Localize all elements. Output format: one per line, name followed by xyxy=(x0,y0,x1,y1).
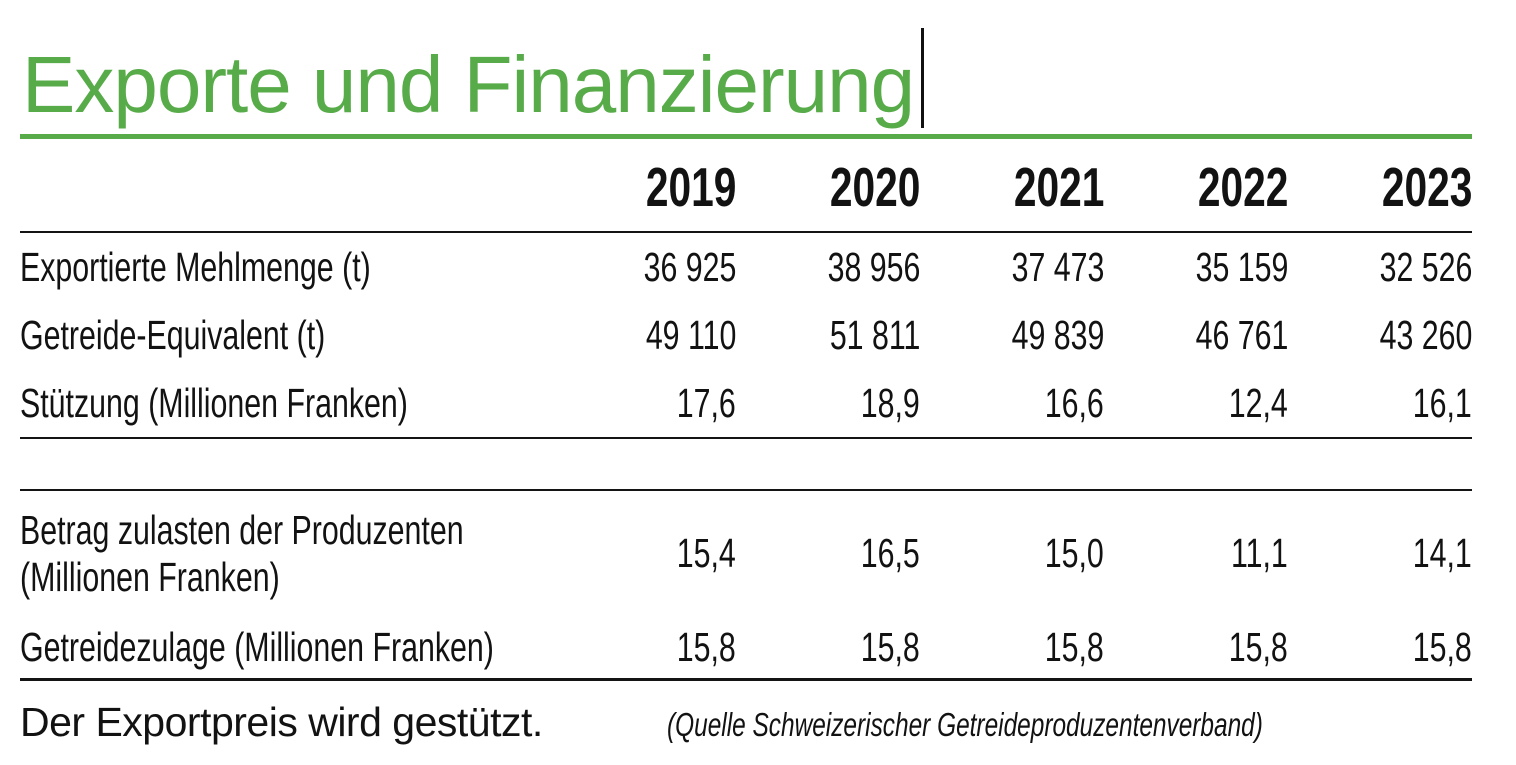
text-cursor xyxy=(921,28,925,128)
table-header-row: 2019 2020 2021 2022 2023 xyxy=(20,139,1472,233)
value-cell: 32 526 xyxy=(1379,243,1472,290)
row-label: Getreidezulage (Millionen Franken) xyxy=(20,623,494,670)
value-cell: 38 956 xyxy=(827,243,920,290)
value-cell: 16,6 xyxy=(1044,379,1104,426)
table-section-1: Exportierte Mehlmenge (t) 36 925 38 956 … xyxy=(20,233,1472,439)
value-cell: 15,0 xyxy=(1044,530,1104,576)
header-year-2021: 2021 xyxy=(1013,156,1104,218)
value-cell: 14,1 xyxy=(1412,530,1472,576)
value-cell: 46 761 xyxy=(1195,311,1288,358)
value-cell: 49 839 xyxy=(1011,311,1104,358)
value-cell: 36 925 xyxy=(643,243,736,290)
footer-source: (Quelle Schweizerischer Getreideproduzen… xyxy=(666,706,1263,743)
value-cell: 15,8 xyxy=(1228,623,1288,670)
value-cell: 51 811 xyxy=(829,311,920,358)
footer-caption: Der Exportpreis wird gestützt. xyxy=(20,699,543,745)
table-row-betrag-produzenten: Betrag zulasten der Produzenten (Million… xyxy=(20,491,1472,616)
value-cell: 15,8 xyxy=(1044,623,1104,670)
table-row-stuetzung: Stützung (Millionen Franken) 17,6 18,9 1… xyxy=(20,369,1472,437)
section-divider-gap xyxy=(20,439,1472,491)
table-row-getreidezulage: Getreidezulage (Millionen Franken) 15,8 … xyxy=(20,616,1472,678)
value-cell: 15,4 xyxy=(676,530,736,576)
value-cell: 43 260 xyxy=(1379,311,1472,358)
value-cell: 15,8 xyxy=(860,623,920,670)
row-label: Betrag zulasten der Produzenten (Million… xyxy=(20,506,464,600)
title-underline-rule xyxy=(20,134,1472,139)
row-label: Getreide-Equivalent (t) xyxy=(20,311,326,358)
table-row-getreide-equivalent: Getreide-Equivalent (t) 49 110 51 811 49… xyxy=(20,301,1472,369)
header-year-2020: 2020 xyxy=(829,156,920,218)
header-year-2023: 2023 xyxy=(1381,156,1472,218)
value-cell: 35 159 xyxy=(1195,243,1288,290)
value-cell: 15,8 xyxy=(1412,623,1472,670)
header-year-2019: 2019 xyxy=(645,156,736,218)
value-cell: 37 473 xyxy=(1011,243,1104,290)
footer: Der Exportpreis wird gestützt. (Quelle S… xyxy=(20,681,1472,746)
header-year-2022: 2022 xyxy=(1197,156,1288,218)
table-section-2: Betrag zulasten der Produzenten (Million… xyxy=(20,491,1472,681)
page-title-text: Exporte und Finanzierung xyxy=(22,40,915,129)
value-cell: 17,6 xyxy=(676,379,736,426)
slide: Exporte und Finanzierung 2019 2020 2021 … xyxy=(20,0,1472,746)
value-cell: 11,1 xyxy=(1231,530,1288,576)
value-cell: 12,4 xyxy=(1228,379,1288,426)
row-label: Exportierte Mehlmenge (t) xyxy=(20,243,371,290)
page-title[interactable]: Exporte und Finanzierung xyxy=(20,28,1472,131)
value-cell: 15,8 xyxy=(676,623,736,670)
value-cell: 18,9 xyxy=(860,379,920,426)
value-cell: 16,1 xyxy=(1412,379,1472,426)
value-cell: 49 110 xyxy=(645,311,736,358)
value-cell: 16,5 xyxy=(860,530,920,576)
table-row-mehlmenge: Exportierte Mehlmenge (t) 36 925 38 956 … xyxy=(20,233,1472,301)
row-label: Stützung (Millionen Franken) xyxy=(20,379,408,426)
title-block: Exporte und Finanzierung xyxy=(20,0,1472,129)
